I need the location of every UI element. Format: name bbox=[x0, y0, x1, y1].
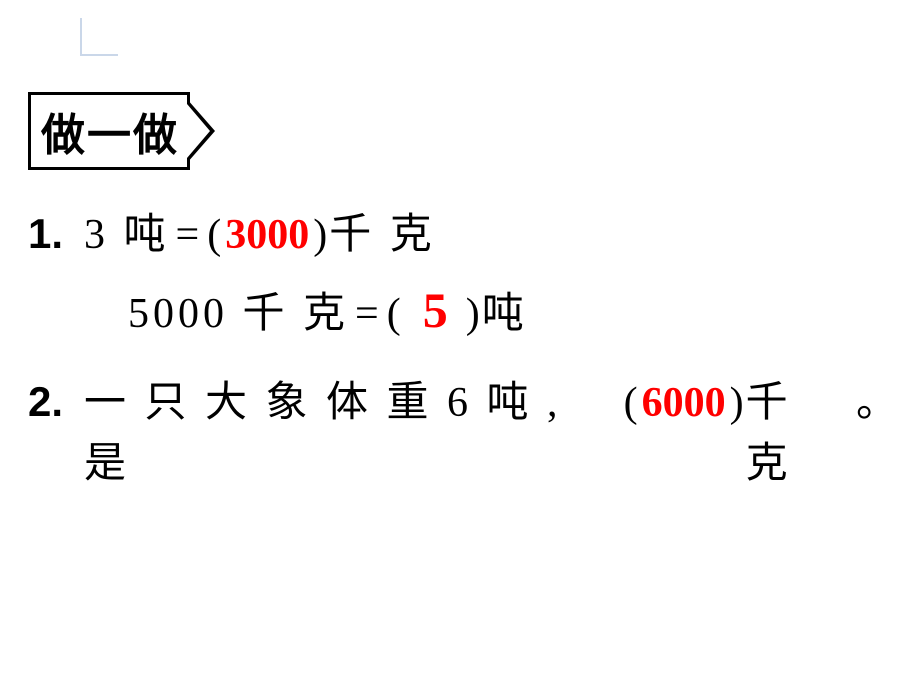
paren-open: ( bbox=[622, 379, 640, 427]
q2-post: 千 克 bbox=[746, 368, 852, 490]
header-arrow-icon bbox=[187, 99, 215, 163]
header-box: 做一做 bbox=[28, 92, 215, 170]
q1-l1-post: 千 克 bbox=[329, 200, 436, 261]
q1-l2-answer: 5 bbox=[421, 281, 450, 339]
q2-line: 2. 一 只 大 象 体 重 6 吨 , 是 ( 6000 ) 千 克 。 bbox=[28, 368, 898, 490]
paren-open: ( bbox=[205, 211, 223, 259]
q1-l2-pre: 5000 千 克 bbox=[128, 279, 349, 340]
q1-line2: 5000 千 克 = ( 5 ) 吨 bbox=[128, 279, 898, 340]
paren-close: ) bbox=[464, 290, 482, 338]
q1-l1-pre: 3 吨 bbox=[84, 200, 170, 261]
paren-open: ( bbox=[385, 290, 403, 338]
top-corner-mark bbox=[80, 18, 118, 56]
q1-line1: 1. 3 吨 = ( 3000 ) 千 克 bbox=[28, 200, 898, 261]
q1-l2-eq: = bbox=[349, 290, 385, 338]
q2-number: 2. bbox=[28, 378, 76, 426]
paren-close: ) bbox=[311, 211, 329, 259]
q2-pre: 一 只 大 象 体 重 6 吨 , 是 bbox=[84, 368, 622, 490]
q2-answer: 6000 bbox=[640, 379, 728, 427]
q1-l1-eq: = bbox=[170, 211, 206, 259]
q2-period: 。 bbox=[856, 368, 898, 429]
q1-l1-answer: 3000 bbox=[223, 211, 311, 259]
header-title: 做一做 bbox=[28, 92, 190, 170]
paren-close: ) bbox=[728, 379, 746, 427]
content-region: 1. 3 吨 = ( 3000 ) 千 克 5000 千 克 = ( 5 ) 吨… bbox=[28, 200, 898, 508]
q1-l2-post: 吨 bbox=[482, 279, 528, 340]
q1-number: 1. bbox=[28, 210, 76, 258]
